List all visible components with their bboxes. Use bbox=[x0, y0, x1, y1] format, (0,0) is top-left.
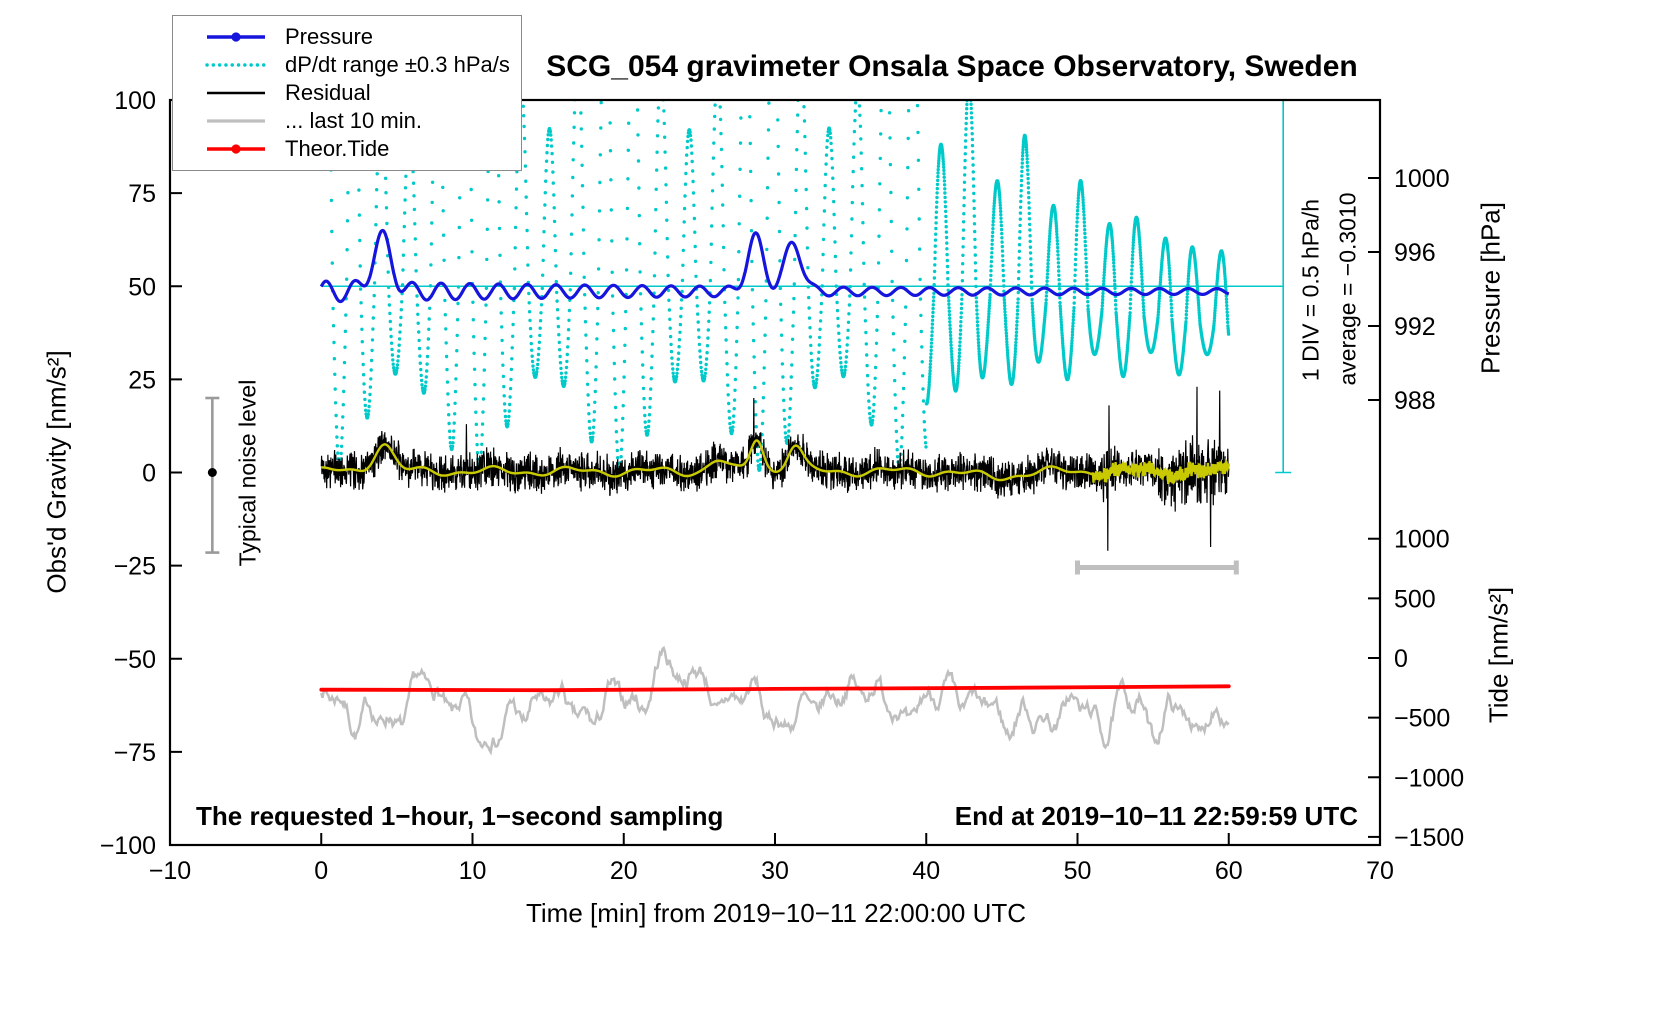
legend-item-4: Theor.Tide bbox=[203, 135, 521, 163]
noise-errorbar-dot bbox=[207, 468, 217, 477]
time-tick-label: −10 bbox=[149, 857, 191, 885]
pressure-tick-label: 992 bbox=[1394, 313, 1436, 341]
tide-tick-label: −1500 bbox=[1394, 824, 1464, 852]
series-layer bbox=[205, 100, 1292, 756]
gravity-tick-label: 0 bbox=[142, 460, 156, 488]
time-tick-label: 70 bbox=[1366, 857, 1394, 885]
pressure-tick-label: 988 bbox=[1394, 387, 1436, 415]
gravity-tick-label: 100 bbox=[114, 87, 156, 115]
tide-tick-label: 500 bbox=[1394, 585, 1436, 613]
gravity-axis-title: Obs'd Gravity [nm/s²] bbox=[41, 350, 72, 594]
gravity-tick-label: −25 bbox=[114, 553, 156, 581]
gravity-tick-label: 75 bbox=[128, 180, 156, 208]
tide-axis-title: Tide [nm/s²] bbox=[1483, 586, 1514, 724]
gravity-tick-label: 25 bbox=[128, 366, 156, 394]
time-tick-label: 10 bbox=[459, 857, 487, 885]
tide-tick-label: 0 bbox=[1394, 645, 1408, 673]
gravity-tick-label: −100 bbox=[100, 832, 156, 860]
time-tick-label: 40 bbox=[912, 857, 940, 885]
time-tick-label: 60 bbox=[1215, 857, 1243, 885]
legend: Pressure dP/dt range ±0.3 hPa/s Residual..… bbox=[172, 15, 522, 171]
gravity-tick-label: 50 bbox=[128, 273, 156, 301]
time-tick-label: 50 bbox=[1064, 857, 1092, 885]
pressure-tick-label: 1000 bbox=[1394, 165, 1450, 193]
time-axis-title: Time [min] from 2019−10−11 22:00:00 UTC bbox=[525, 898, 1027, 928]
legend-label: Pressure bbox=[285, 24, 374, 49]
series-smoothed bbox=[320, 439, 1230, 486]
legend-swatch-icon bbox=[207, 144, 265, 154]
div-scale-label: 1 DIV = 0.5 hPa/h bbox=[1297, 198, 1324, 382]
legend-item-1: dP/dt range ±0.3 hPa/s bbox=[203, 51, 521, 79]
legend-swatch-icon bbox=[207, 119, 265, 123]
tide-tick-label: 1000 bbox=[1394, 526, 1450, 554]
sampling-note: The requested 1−hour, 1−second sampling bbox=[196, 801, 724, 831]
legend-label: ... last 10 min. bbox=[285, 108, 422, 133]
legend-label: Residual bbox=[285, 80, 371, 105]
series-last10-filtered bbox=[320, 645, 1230, 756]
legend-item-3: ... last 10 min. bbox=[203, 107, 521, 135]
pressure-axis-title: Pressure [hPa] bbox=[1475, 202, 1506, 374]
chart-title: SCG_054 gravimeter Onsala Space Observat… bbox=[546, 50, 1358, 83]
time-tick-label: 0 bbox=[314, 857, 328, 885]
series-pressure bbox=[319, 228, 1231, 304]
legend-swatch-icon bbox=[207, 32, 265, 42]
legend-swatch-icon bbox=[207, 91, 265, 95]
gravity-tick-label: −75 bbox=[114, 739, 156, 767]
legend-item-0: Pressure bbox=[203, 23, 521, 51]
time-tick-label: 20 bbox=[610, 857, 638, 885]
noise-level-label: Typical noise level bbox=[234, 379, 261, 567]
legend-label: Theor.Tide bbox=[285, 136, 390, 161]
gravity-tick-label: −50 bbox=[114, 646, 156, 674]
legend-swatch-icon bbox=[205, 63, 267, 67]
tide-tick-label: −1000 bbox=[1394, 764, 1464, 792]
average-label: average = −0.3010 bbox=[1334, 192, 1361, 386]
legend-label: dP/dt range ±0.3 hPa/s bbox=[285, 52, 510, 77]
legend-item-2: Residual bbox=[203, 79, 521, 107]
end-time-note: End at 2019−10−11 22:59:59 UTC bbox=[954, 801, 1358, 831]
time-tick-label: 30 bbox=[761, 857, 789, 885]
tide-tick-label: −500 bbox=[1394, 705, 1450, 733]
series-theor-tide bbox=[319, 684, 1231, 693]
pressure-tick-label: 996 bbox=[1394, 239, 1436, 267]
series-residual bbox=[320, 386, 1230, 551]
